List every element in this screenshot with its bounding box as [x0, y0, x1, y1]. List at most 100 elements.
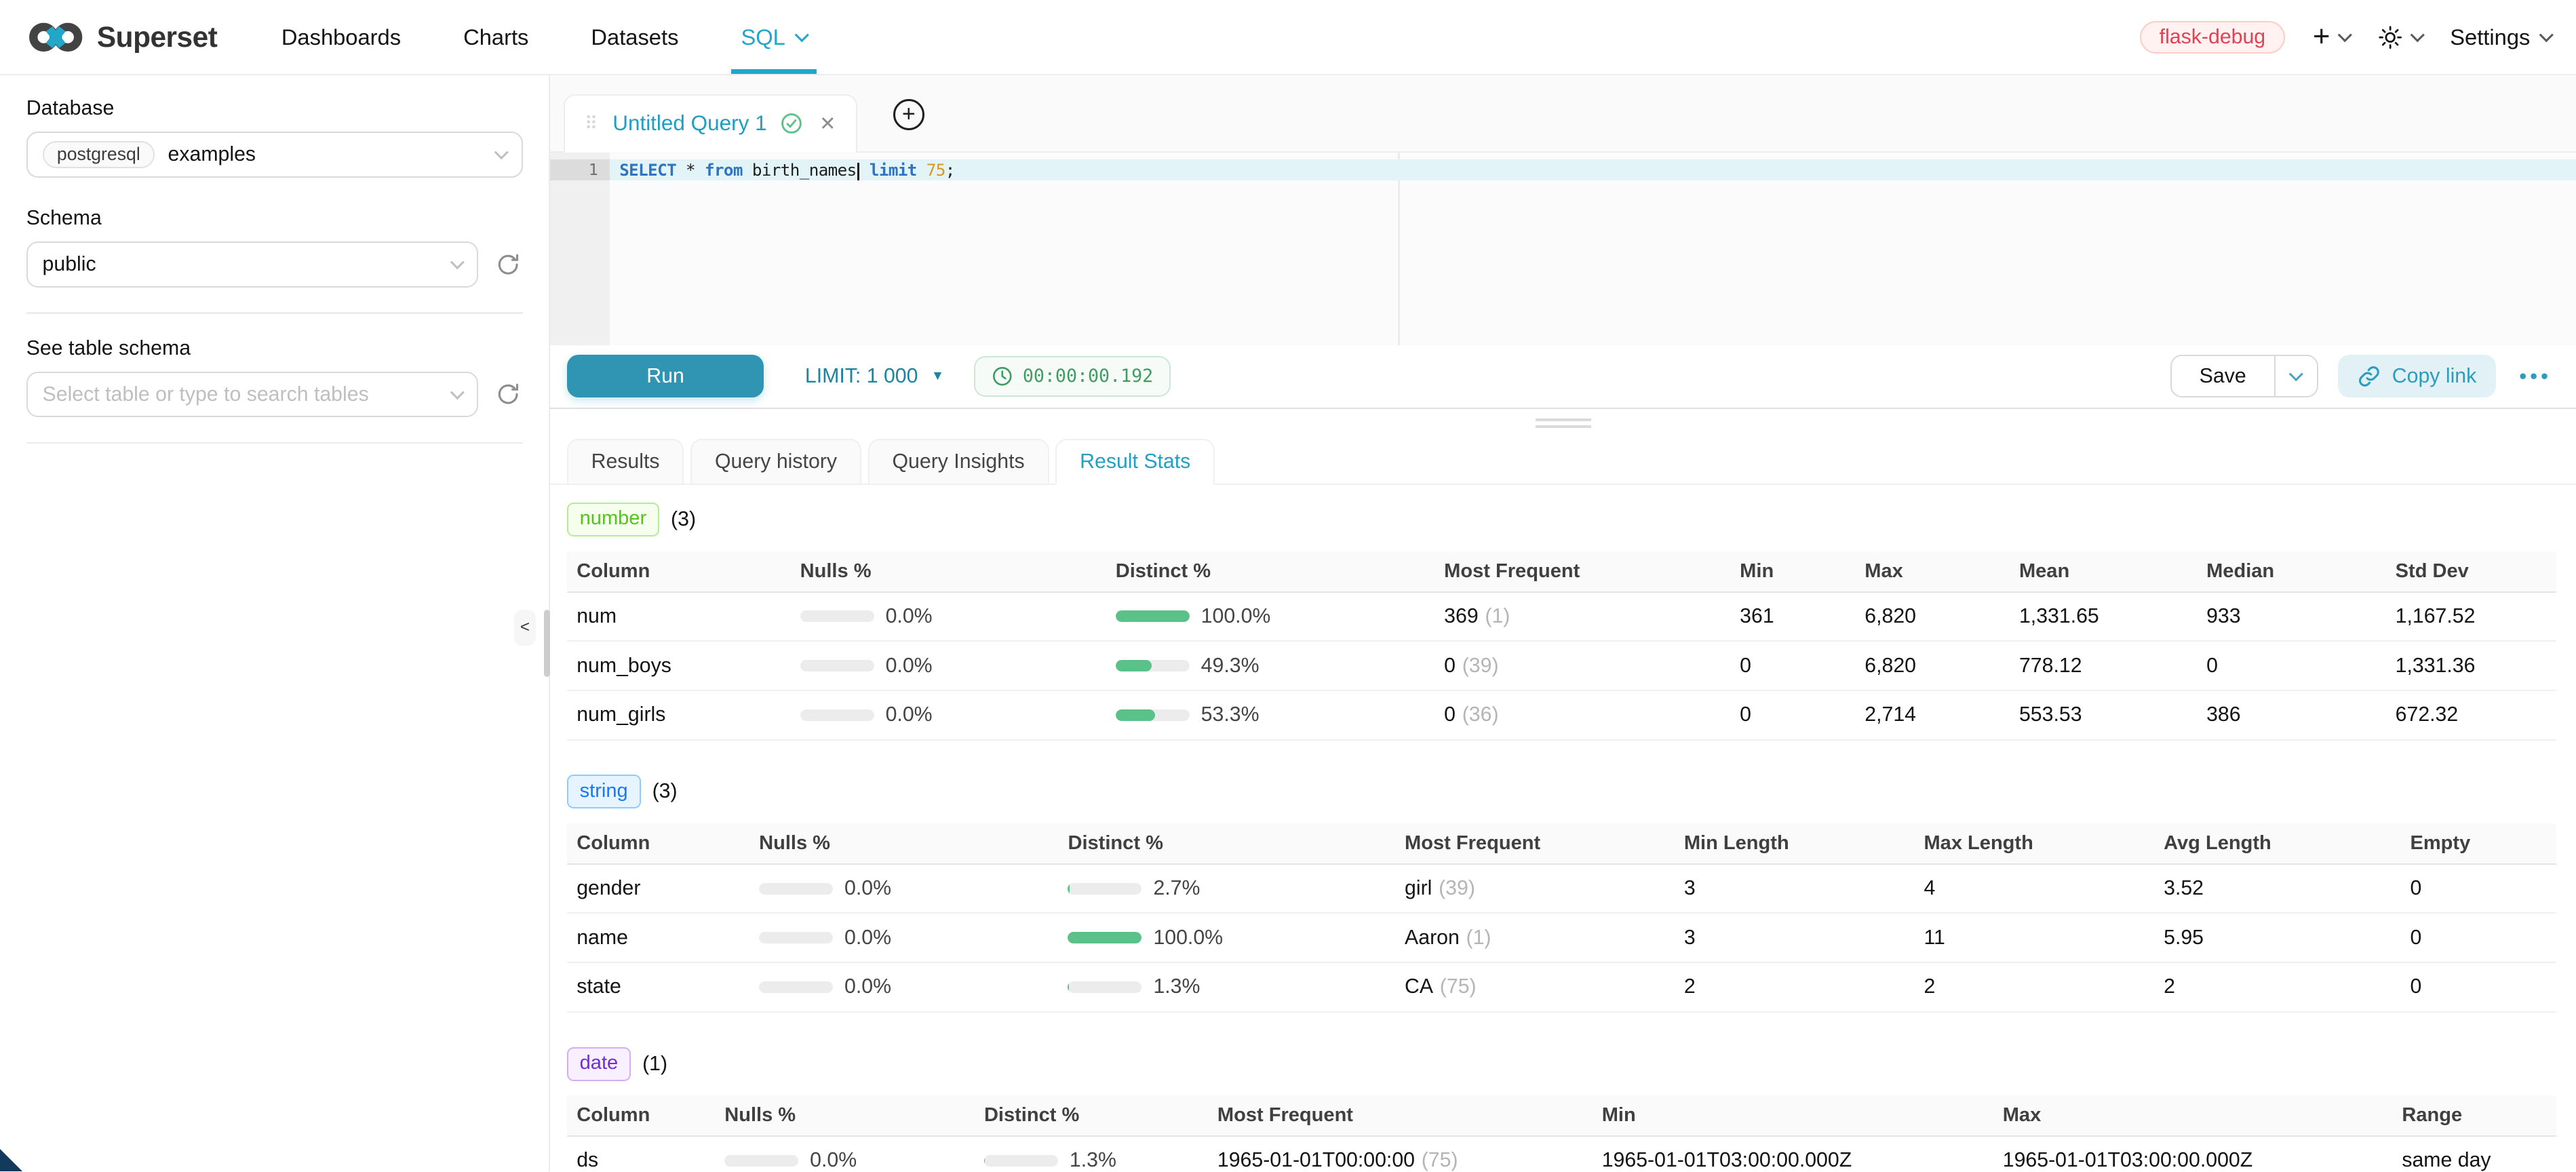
column-header-most-frequent: Most Frequent [1207, 1095, 1592, 1137]
close-tab-icon[interactable]: ✕ [819, 112, 836, 136]
percent-bar-cell: 49.3% [1106, 642, 1434, 691]
value-cell: 0 [2400, 963, 2556, 1013]
percent-label: 100.0% [1201, 605, 1271, 628]
cell-count-muted: (36) [1462, 703, 1499, 726]
cell-value: girl [1405, 877, 1432, 900]
bar-track [759, 981, 833, 993]
value-cell: gender [567, 865, 749, 914]
text-cursor [857, 163, 859, 181]
sql-token-number: 75 [926, 161, 945, 180]
cell-value: 0 [2410, 975, 2421, 998]
more-actions-button[interactable]: ••• [2519, 364, 2552, 389]
refresh-schemas-button[interactable] [493, 250, 523, 279]
column-header-median: Median [2197, 551, 2386, 593]
column-header-nulls-: Nulls % [790, 551, 1106, 593]
column-header-most-frequent: Most Frequent [1435, 551, 1730, 593]
chevron-down-icon [494, 145, 509, 159]
query-tab[interactable]: ⠿ Untitled Query 1 ✕ [564, 94, 857, 153]
link-icon [2358, 365, 2381, 388]
bar-track [984, 1155, 1058, 1167]
sql-lab-page: Superset DashboardsChartsDatasetsSQL fla… [0, 0, 2576, 1171]
percent-bar-cell: 100.0% [1058, 914, 1395, 963]
brand-name: Superset [97, 21, 217, 54]
sql-token-keyword: SELECT [619, 161, 676, 180]
settings-menu[interactable]: Settings [2450, 24, 2552, 50]
nav-item-sql[interactable]: SQL [709, 0, 838, 74]
schema-label: Schema [26, 207, 523, 230]
tab-result-stats[interactable]: Result Stats [1055, 439, 1215, 485]
column-header-range: Range [2392, 1095, 2556, 1137]
value-cell: 0 [2400, 914, 2556, 963]
cell-value: 0 [1740, 655, 1751, 678]
editor-code-area[interactable]: SELECT * from birth_names limit 75; [610, 153, 2576, 345]
cell-value: same day [2402, 1149, 2491, 1171]
sqllab-sidebar: Database postgresql examples Schema publ… [0, 75, 550, 1171]
run-button[interactable]: Run [567, 355, 764, 397]
pane-resize-handle[interactable] [1536, 414, 1591, 432]
percent-bar-cell: 0.0% [749, 914, 1058, 963]
percent-bar-cell: 0.0% [749, 865, 1058, 914]
nav-item-datasets[interactable]: Datasets [560, 0, 709, 74]
value-cell: same day [2392, 1137, 2556, 1171]
theme-toggle[interactable] [2378, 25, 2422, 50]
cell-value: 369 [1444, 605, 1479, 628]
save-options-button[interactable] [2274, 356, 2317, 396]
top-navbar: Superset DashboardsChartsDatasetsSQL fla… [0, 0, 2576, 75]
column-header-empty: Empty [2400, 823, 2556, 865]
copy-link-button[interactable]: Copy link [2338, 355, 2496, 397]
database-select[interactable]: postgresql examples [26, 132, 523, 178]
tab-query-insights[interactable]: Query Insights [868, 439, 1049, 485]
bar-fill [984, 1155, 985, 1167]
percent-bar-cell: 0.0% [790, 691, 1106, 741]
percent-label: 1.3% [1070, 1149, 1116, 1171]
cell-value: CA [1405, 975, 1433, 998]
sidebar-collapse-button[interactable]: < [514, 610, 535, 646]
bar-track [1116, 709, 1190, 721]
percent-bar-cell: 0.0% [715, 1137, 975, 1171]
superset-logo[interactable]: Superset [28, 18, 217, 56]
percent-bar-cell: 100.0% [1106, 593, 1434, 642]
result-tabs: ResultsQuery historyQuery InsightsResult… [550, 437, 2576, 484]
value-cell: 3.52 [2154, 865, 2400, 914]
percent-bar-cell: 0.0% [790, 593, 1106, 642]
nav-item-label: Dashboards [281, 24, 401, 50]
query-tab-title: Untitled Query 1 [612, 111, 766, 136]
percent-label: 2.7% [1153, 877, 1200, 900]
cell-value: 0 [2410, 926, 2421, 950]
nav-item-charts[interactable]: Charts [432, 0, 560, 74]
value-cell: 0 [1730, 642, 1855, 691]
copy-link-label: Copy link [2392, 365, 2476, 388]
value-cell: 0 [2400, 865, 2556, 914]
nav-item-dashboards[interactable]: Dashboards [250, 0, 432, 74]
save-button[interactable]: Save [2172, 356, 2274, 396]
schema-select[interactable]: public [26, 241, 479, 288]
nav-items: Dashboards ChartsDatasetsSQL [250, 0, 838, 74]
stats-table-date: ColumnNulls %Distinct %Most FrequentMinM… [567, 1095, 2556, 1171]
value-cell: num_girls [567, 691, 790, 741]
add-query-tab-button[interactable]: + [893, 99, 924, 130]
bar-fill [1068, 883, 1070, 895]
cell-value: 2 [1684, 975, 1696, 998]
cell-count-muted: (75) [1440, 975, 1477, 998]
bar-track [1068, 932, 1141, 943]
sql-editor[interactable]: 1 SELECT * from birth_names limit 75; [550, 153, 2576, 345]
value-cell: 1,167.52 [2385, 593, 2556, 642]
clock-icon [992, 366, 1013, 387]
limit-dropdown[interactable]: LIMIT: 1 000 ▼ [805, 365, 944, 388]
type-tag-date: date [567, 1047, 631, 1081]
bar-fill [1068, 932, 1141, 943]
value-cell: 2 [2154, 963, 2400, 1013]
scrollbar-thumb[interactable] [544, 610, 551, 677]
cell-value: 3 [1684, 926, 1696, 950]
database-value: examples [168, 143, 256, 166]
cell-value: num_girls [577, 703, 665, 726]
mouse-cursor-icon [0, 1149, 22, 1171]
tab-query-history[interactable]: Query history [690, 439, 861, 485]
new-item-menu[interactable]: + [2313, 22, 2350, 52]
table-select[interactable]: Select table or type to search tables [26, 372, 479, 418]
percent-label: 0.0% [810, 1149, 857, 1171]
cell-count-muted: (39) [1439, 877, 1475, 900]
tab-results[interactable]: Results [567, 439, 684, 485]
refresh-tables-button[interactable] [493, 380, 523, 410]
database-type-tag: postgresql [43, 141, 155, 168]
